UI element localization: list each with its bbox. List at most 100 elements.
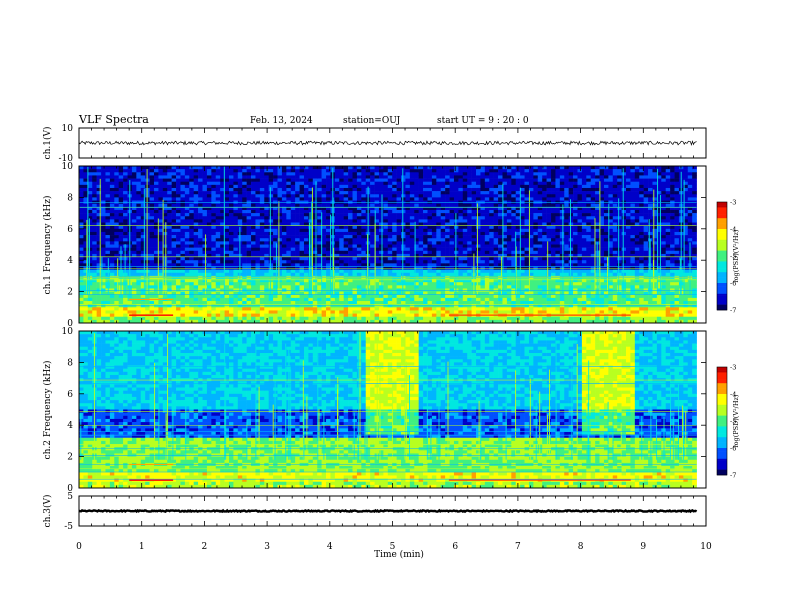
spectrogram-cell bbox=[255, 317, 260, 320]
spectrogram-cell bbox=[92, 270, 97, 273]
spectrogram-cell bbox=[158, 285, 163, 288]
spectrogram-cell bbox=[361, 238, 366, 241]
spectrogram-cell bbox=[463, 263, 468, 266]
spectrogram-cell bbox=[344, 185, 349, 188]
spectrogram-cell bbox=[379, 273, 384, 276]
spectrogram-cell bbox=[383, 182, 388, 185]
spectrogram-cell bbox=[370, 204, 375, 207]
spectrogram-cell bbox=[101, 226, 106, 229]
spectrogram-cell bbox=[114, 188, 119, 191]
spectrogram-cell bbox=[216, 194, 221, 197]
spectrogram-cell bbox=[242, 317, 247, 320]
spectrogram-cell bbox=[119, 216, 124, 219]
spectrogram-cell bbox=[432, 226, 437, 229]
spectrogram-cell bbox=[172, 307, 177, 310]
spectrogram-cell bbox=[282, 257, 287, 260]
spectrogram-cell bbox=[198, 282, 203, 285]
spectrogram-cell bbox=[419, 241, 424, 244]
spectrogram-cell bbox=[485, 270, 490, 273]
spectrogram-cell bbox=[163, 310, 168, 313]
spectrogram-cell bbox=[176, 191, 181, 194]
spectrogram-cell bbox=[251, 260, 256, 263]
spectrogram-cell bbox=[198, 301, 203, 304]
spectrogram-cell bbox=[229, 295, 234, 298]
spectrogram-cell bbox=[428, 179, 433, 182]
spectrogram-cell bbox=[502, 169, 507, 172]
ch1-waveform-panel: 10 -10 ch.1(V) bbox=[42, 124, 706, 164]
spectrogram-cell bbox=[269, 248, 274, 251]
spectrogram-cell bbox=[203, 241, 208, 244]
spectrogram-cell bbox=[225, 232, 230, 235]
spectrogram-cell bbox=[401, 219, 406, 222]
spectrogram-cell bbox=[189, 169, 194, 172]
spectrogram-cell bbox=[207, 248, 212, 251]
spectrogram-cell bbox=[247, 213, 252, 216]
spectrogram-cell bbox=[423, 194, 428, 197]
spectrogram-cell bbox=[101, 210, 106, 213]
spectrogram-cell bbox=[445, 194, 450, 197]
spectrogram-cell bbox=[180, 301, 185, 304]
spectrogram-cell bbox=[322, 310, 327, 313]
spectrogram-cell bbox=[269, 285, 274, 288]
spectrogram-cell bbox=[291, 179, 296, 182]
spectrogram-cell bbox=[397, 232, 402, 235]
spectrogram-cell bbox=[507, 260, 512, 263]
spectrogram-cell bbox=[233, 257, 238, 260]
spectrogram-cell bbox=[304, 251, 309, 254]
spectrogram-cell bbox=[251, 232, 256, 235]
spectrogram-cell bbox=[450, 270, 455, 273]
spectrogram-cell bbox=[158, 263, 163, 266]
spectrogram-cell bbox=[198, 270, 203, 273]
spectrogram-cell bbox=[428, 182, 433, 185]
spectrogram-cell bbox=[445, 273, 450, 276]
spectrogram-cell bbox=[141, 182, 146, 185]
spectrogram-cell bbox=[291, 235, 296, 238]
spectrogram-cell bbox=[353, 213, 358, 216]
spectrogram-cell bbox=[419, 229, 424, 232]
spectrogram-cell bbox=[79, 301, 84, 304]
spectrogram-cell bbox=[176, 213, 181, 216]
spectrogram-cell bbox=[353, 185, 358, 188]
spectrogram-cell bbox=[286, 257, 291, 260]
spectrogram-cell bbox=[88, 229, 93, 232]
spectrogram-cell bbox=[105, 301, 110, 304]
spectrogram-cell bbox=[295, 270, 300, 273]
spectrogram-cell bbox=[172, 213, 177, 216]
spectrogram-cell bbox=[229, 219, 234, 222]
spectrogram-cell bbox=[176, 210, 181, 213]
spectrogram-cell bbox=[88, 188, 93, 191]
spectrogram-cell bbox=[105, 314, 110, 317]
spectrogram-cell bbox=[480, 166, 485, 169]
spectrogram-cell bbox=[467, 175, 472, 178]
spectrogram-cell bbox=[428, 232, 433, 235]
spectrogram-cell bbox=[198, 213, 203, 216]
spectrogram-cell bbox=[207, 307, 212, 310]
spectrogram-cell bbox=[317, 310, 322, 313]
spectrogram-cell bbox=[207, 238, 212, 241]
spectrogram-cell bbox=[472, 210, 477, 213]
spectrogram-cell bbox=[436, 213, 441, 216]
spectrogram-cell bbox=[203, 216, 208, 219]
spectrogram-cell bbox=[207, 270, 212, 273]
spectrogram-cell bbox=[233, 166, 238, 169]
spectrogram-cell bbox=[278, 285, 283, 288]
spectrogram-cell bbox=[114, 229, 119, 232]
spectrogram-cell bbox=[185, 273, 190, 276]
spectrogram-cell bbox=[423, 188, 428, 191]
spectrogram-cell bbox=[158, 310, 163, 313]
spectrogram-cell bbox=[507, 245, 512, 248]
spectrogram-cell bbox=[150, 245, 155, 248]
spectrogram-cell bbox=[467, 216, 472, 219]
spectrogram-cell bbox=[361, 260, 366, 263]
spectrogram-cell bbox=[441, 182, 446, 185]
spectrogram-cell bbox=[489, 172, 494, 175]
spectrogram-cell bbox=[180, 251, 185, 254]
spectrogram-cell bbox=[114, 175, 119, 178]
spectrogram-cell bbox=[203, 213, 208, 216]
spectrogram-cell bbox=[247, 210, 252, 213]
spectrogram-cell bbox=[313, 282, 318, 285]
spectrogram-cell bbox=[361, 301, 366, 304]
spectrogram-cell bbox=[410, 314, 415, 317]
spectrogram-cell bbox=[397, 213, 402, 216]
spectrogram-cell bbox=[313, 260, 318, 263]
